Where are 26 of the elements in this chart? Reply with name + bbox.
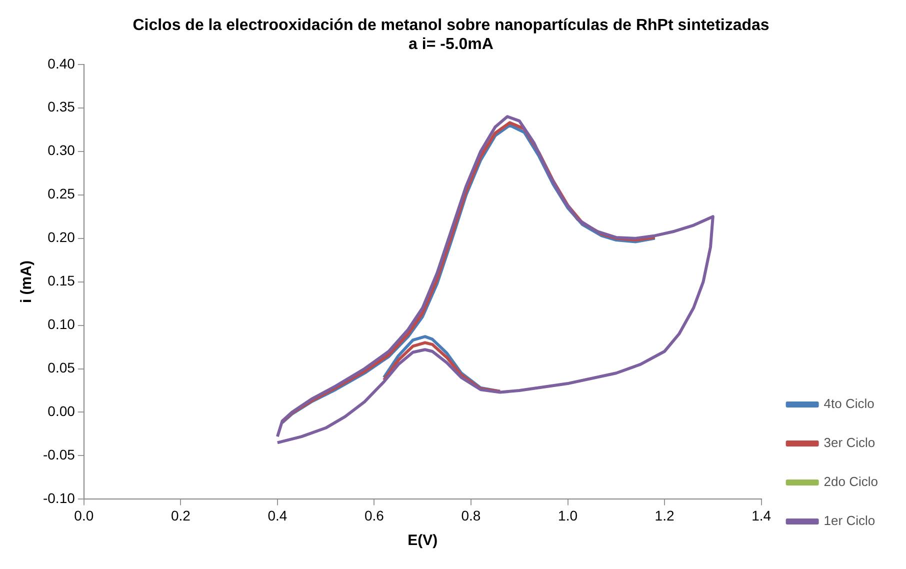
x-tick-label: 1.4: [752, 507, 772, 524]
x-tick-label: 0.2: [170, 507, 191, 524]
y-axis-title: i (mA): [18, 260, 36, 304]
x-tick-label: 0.8: [461, 507, 481, 524]
y-tick-label: 0.15: [48, 272, 76, 289]
legend-label: 4to Ciclo: [824, 396, 874, 412]
legend-label: 3er Ciclo: [824, 435, 876, 450]
y-tick-label: 0.40: [48, 55, 76, 72]
x-tick-label: 1.0: [558, 507, 578, 524]
x-axis-title: E(V): [408, 532, 438, 550]
y-tick-label: 0.05: [48, 360, 76, 376]
y-tick-label: 0.10: [48, 316, 76, 332]
x-tick-label: 1.2: [654, 507, 674, 524]
y-tick-label: 0.25: [48, 186, 76, 202]
y-tick-label: 0.00: [48, 403, 76, 420]
y-tick-label: 0.30: [48, 142, 76, 158]
legend-label: 2do Ciclo: [824, 474, 878, 490]
x-tick-label: 0.0: [74, 507, 94, 524]
y-tick-label: -0.10: [42, 490, 76, 506]
y-tick-label: 0.35: [48, 98, 76, 115]
chart-title: Ciclos de la electrooxidación de metanol sobre nanopartículas de RhPt sintetizadas a i= -5.0mA: [132, 17, 770, 54]
x-tick-label: 0.6: [364, 507, 384, 524]
legend-label: 1er Ciclo: [824, 513, 876, 528]
y-tick-label: 0.20: [48, 229, 76, 246]
y-tick-label: -0.05: [42, 446, 76, 463]
x-tick-label: 0.4: [268, 507, 288, 524]
